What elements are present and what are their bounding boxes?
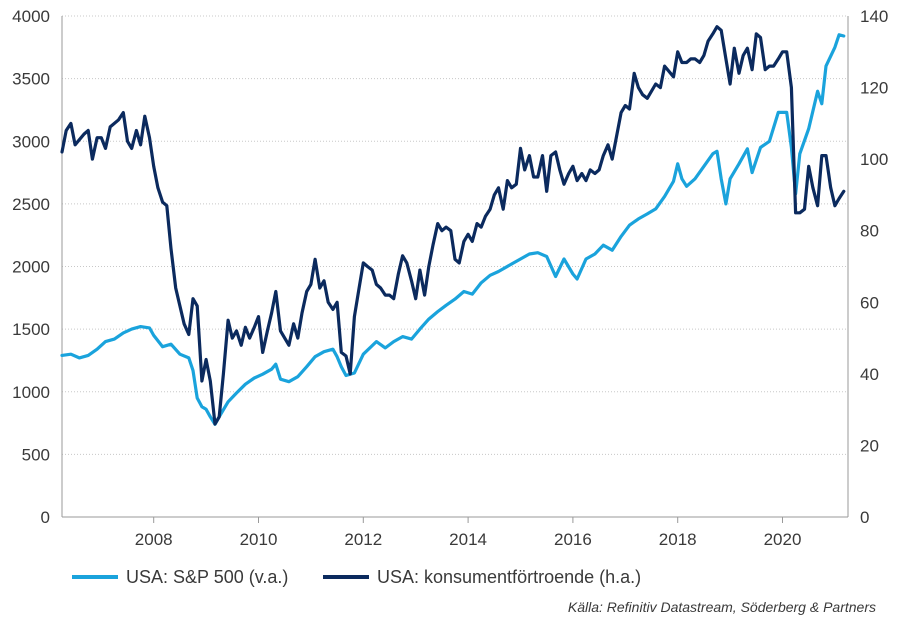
y-left-tick-label: 500 [22,445,50,464]
x-tick-label: 2020 [764,530,802,549]
y-left-tick-label: 3500 [12,70,50,89]
axes: 0 500 1000 1500 2000 2500 3000 3500 4000 0 20 40 60 8… [12,7,888,549]
y-left-tick-label: 2000 [12,258,50,277]
y-right-tick-label: 140 [860,7,888,26]
y-right-tick-label: 20 [860,436,879,455]
series-lines [60,25,846,426]
y-right-tick-label: 100 [860,150,888,169]
gridlines [62,15,848,455]
y-right-tick-label: 40 [860,365,879,384]
series-line-consumer-confidence [60,25,846,426]
series-line-sp500 [60,33,846,426]
x-tick-label: 2014 [449,530,487,549]
y-left-tick-label: 3000 [12,132,50,151]
y-right-tick-label: 0 [860,508,869,527]
source-note: Källa: Refinitiv Datastream, Söderberg &… [568,599,876,615]
y-left-tick-label: 1500 [12,320,50,339]
x-tick-label: 2016 [554,530,592,549]
x-tick-label: 2018 [659,530,697,549]
y-right-tick-label: 120 [860,79,888,98]
legend-label-sp500: USA: S&P 500 (v.a.) [126,567,288,587]
y-left-tick-label: 2500 [12,195,50,214]
y-right-tick-label: 60 [860,293,879,312]
x-tick-label: 2008 [135,530,173,549]
y-left-tick-label: 0 [41,508,50,527]
y-right-tick-label: 80 [860,222,879,241]
legend-label-consumer-confidence: USA: konsumentförtroende (h.a.) [377,567,641,587]
x-tick-label: 2010 [240,530,278,549]
y-left-tick-label: 4000 [12,7,50,26]
x-tick-label: 2012 [344,530,382,549]
legend: USA: S&P 500 (v.a.) USA: konsumentförtro… [72,567,641,587]
y-left-tick-label: 1000 [12,383,50,402]
